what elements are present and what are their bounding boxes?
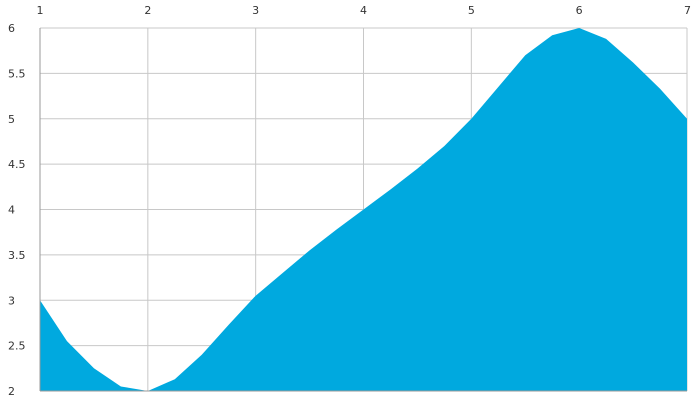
y-tick-labels: 2 2.5 3 3.5 4 4.5 5 5.5 6 <box>8 22 26 398</box>
y-tick-label: 5 <box>8 113 15 126</box>
y-tick-label: 2 <box>8 385 15 398</box>
y-tick-label: 3.5 <box>8 249 26 262</box>
x-tick-label: 7 <box>684 4 691 17</box>
area-fill <box>40 28 687 391</box>
x-tick-label: 2 <box>144 4 151 17</box>
y-tick-label: 2.5 <box>8 340 26 353</box>
y-tick-label: 4 <box>8 204 15 217</box>
x-tick-label: 6 <box>576 4 583 17</box>
x-tick-labels: 1 2 3 4 5 6 7 <box>37 4 692 17</box>
x-tick-label: 1 <box>37 4 44 17</box>
x-tick-label: 3 <box>252 4 259 17</box>
x-tick-label: 5 <box>468 4 475 17</box>
y-tick-label: 5.5 <box>8 67 26 80</box>
axes <box>39 28 687 392</box>
y-tick-label: 4.5 <box>8 158 26 171</box>
y-tick-label: 3 <box>8 294 15 307</box>
area-series <box>40 28 687 391</box>
x-tick-label: 4 <box>360 4 367 17</box>
y-tick-label: 6 <box>8 22 15 35</box>
